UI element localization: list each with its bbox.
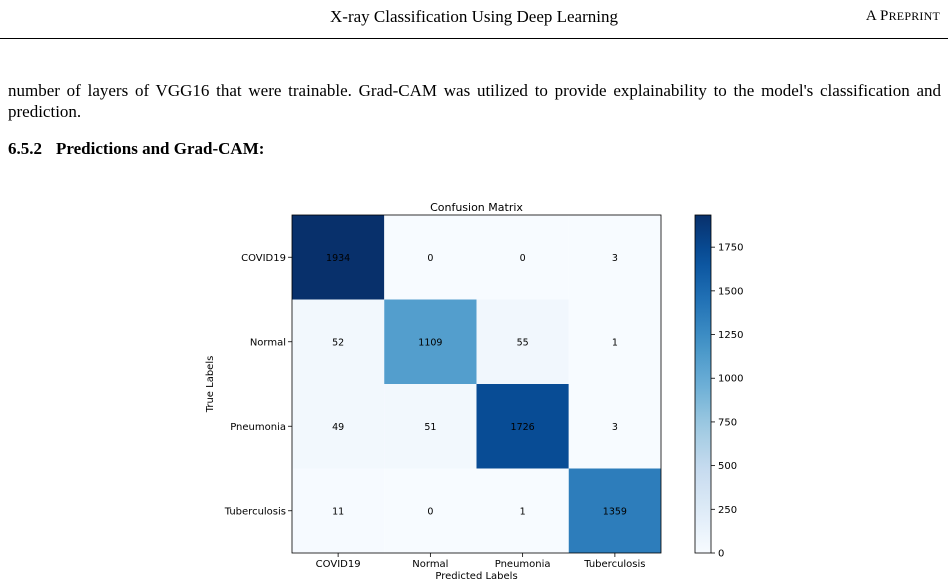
matrix-cell <box>292 468 385 553</box>
cell-value: 52 <box>332 337 344 348</box>
section-title: Predictions and Grad-CAM: <box>56 139 265 158</box>
colorbar-tick-label: 1750 <box>718 243 743 254</box>
cell-value: 49 <box>332 422 344 433</box>
matrix-cell <box>476 299 569 384</box>
preprint-label: A PREPRINT <box>865 8 940 24</box>
matrix-cell <box>568 215 661 300</box>
matrix-cell <box>292 384 385 469</box>
y-tick-label: COVID19 <box>241 253 286 264</box>
cell-value: 11 <box>332 506 344 517</box>
colorbar-tick-label: 250 <box>718 505 737 516</box>
chart-title: Confusion Matrix <box>430 201 523 214</box>
matrix-cell <box>476 384 569 469</box>
matrix-cell <box>568 468 661 553</box>
body-paragraph: number of layers of VGG16 that were trai… <box>8 81 941 121</box>
colorbar-tick-label: 1500 <box>718 286 743 297</box>
cell-value: 0 <box>427 506 433 517</box>
x-tick-label: Pneumonia <box>495 559 551 570</box>
cell-value: 1359 <box>603 506 627 517</box>
y-axis-label: True Labels <box>205 356 216 414</box>
plot-frame <box>291 214 662 554</box>
matrix-cell <box>292 299 385 384</box>
colorbar-tick-label: 500 <box>718 461 737 472</box>
colorbar-tick-label: 1250 <box>718 330 743 341</box>
matrix-cell <box>568 384 661 469</box>
colorbar-tick-label: 1000 <box>718 374 743 385</box>
y-tick-label: Normal <box>250 337 286 348</box>
cell-value: 3 <box>612 253 618 264</box>
matrix-cell <box>384 384 477 469</box>
section-number: 6.5.2 <box>8 139 42 158</box>
x-tick-label: COVID19 <box>316 559 361 570</box>
cell-value: 1 <box>612 337 618 348</box>
cell-value: 1934 <box>326 253 350 264</box>
cell-value: 55 <box>517 337 529 348</box>
matrix-cell <box>568 299 661 384</box>
cell-value: 0 <box>520 253 526 264</box>
matrix-cell <box>384 215 477 300</box>
x-tick-label: Tuberculosis <box>583 559 645 570</box>
y-tick-label: Pneumonia <box>230 422 286 433</box>
section-heading: 6.5.2 Predictions and Grad-CAM: <box>8 139 264 159</box>
matrix-cell <box>476 215 569 300</box>
cell-value: 0 <box>427 253 433 264</box>
matrix-cell <box>476 468 569 553</box>
colorbar <box>694 214 712 554</box>
colorbar-tick-label: 0 <box>718 549 724 560</box>
x-tick-label: Normal <box>412 559 448 570</box>
matrix-cell <box>292 215 385 300</box>
header-title: X-ray Classification Using Deep Learning <box>330 7 618 26</box>
matrix-cell <box>384 299 477 384</box>
x-axis-label: Predicted Labels <box>435 571 517 582</box>
cell-value: 51 <box>424 422 436 433</box>
running-header: X-ray Classification Using Deep Learning… <box>0 0 948 39</box>
matrix-cell <box>384 468 477 553</box>
cell-value: 1726 <box>511 422 535 433</box>
colorbar-tick-label: 750 <box>718 417 737 428</box>
cell-value: 1109 <box>418 337 442 348</box>
cell-value: 3 <box>612 422 618 433</box>
cell-value: 1 <box>520 506 526 517</box>
y-tick-label: Tuberculosis <box>224 506 286 517</box>
